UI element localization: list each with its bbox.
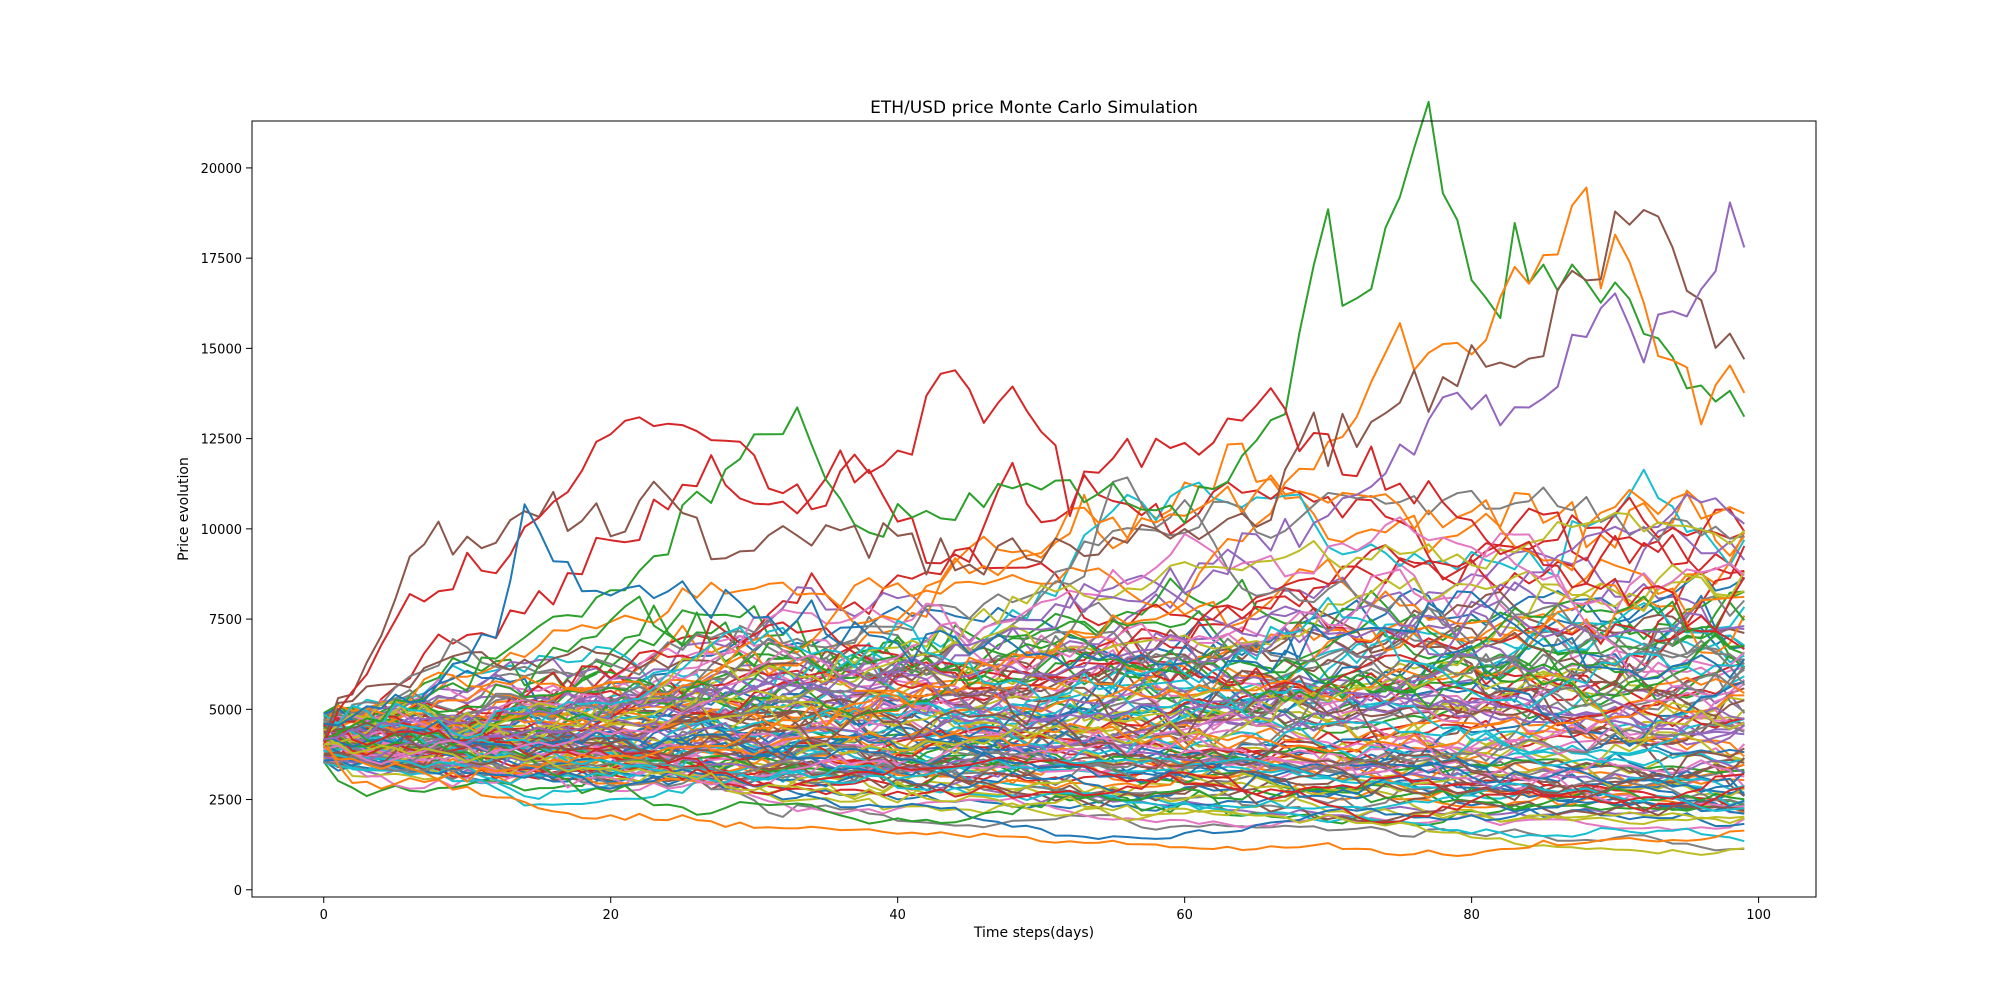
axes-frame — [251, 120, 1817, 898]
series-line-122 — [322, 186, 1746, 790]
y-tick-label: 2500 — [209, 794, 242, 809]
series-line-128 — [322, 744, 1745, 857]
y-tick-label: 15000 — [201, 342, 242, 357]
series-line-111 — [323, 719, 1745, 798]
y-axis-ticks: 0 2500 5000 7500 10000 12500 15000 17500 20000 — [201, 162, 252, 899]
y-tick-label: 20000 — [201, 162, 242, 177]
y-tick-label: 10000 — [201, 523, 242, 538]
x-tick-label: 20 — [602, 908, 619, 923]
x-axis-label: Time steps(days) — [973, 925, 1094, 941]
x-tick-label: 60 — [1176, 908, 1193, 923]
series-line-93 — [323, 634, 1745, 727]
x-axis-ticks: 0 20 40 60 80 100 — [320, 897, 1771, 923]
series-line-121 — [323, 100, 1746, 742]
series-line-127 — [323, 741, 1745, 856]
series-line-110 — [323, 720, 1745, 813]
series-line-74 — [323, 587, 1745, 740]
series-line-67 — [323, 691, 1745, 789]
series-line-125 — [323, 201, 1746, 741]
y-tick-label: 7500 — [209, 613, 242, 628]
series-line-81 — [323, 626, 1745, 770]
y-axis-label: Price evolution — [176, 457, 192, 561]
series-line-123 — [322, 209, 1746, 743]
y-tick-label: 0 — [234, 884, 242, 899]
series-line-107 — [323, 532, 1745, 738]
series-line-126 — [323, 503, 1746, 727]
series-line-43 — [323, 577, 1745, 749]
y-tick-label: 12500 — [201, 433, 242, 448]
series-line-2 — [323, 442, 1746, 740]
x-tick-label: 100 — [1746, 908, 1771, 923]
series-line-115 — [323, 493, 1745, 764]
series-line-102 — [323, 694, 1745, 756]
series-line-120 — [323, 596, 1745, 740]
series-line-103 — [323, 732, 1745, 825]
x-tick-label: 0 — [320, 908, 328, 923]
series-line-89 — [323, 721, 1745, 823]
y-tick-label: 5000 — [209, 703, 242, 718]
series-line-99 — [323, 569, 1745, 751]
series-line-105 — [323, 644, 1745, 745]
series-line-44 — [323, 449, 1745, 759]
series-line-116 — [323, 709, 1745, 801]
series-line-101 — [323, 758, 1745, 840]
series-line-112 — [322, 474, 1745, 726]
series-layer — [322, 100, 1746, 857]
series-line-114 — [323, 716, 1745, 805]
series-line-124 — [322, 369, 1746, 746]
x-tick-label: 80 — [1463, 908, 1480, 923]
y-tick-label: 17500 — [201, 252, 242, 267]
series-line-35 — [323, 525, 1746, 749]
chart-title: ETH/USD price Monte Carlo Simulation — [870, 98, 1198, 118]
series-line-113 — [323, 632, 1745, 749]
series-line-91 — [323, 707, 1745, 815]
series-line-80 — [323, 679, 1745, 762]
series-line-57 — [323, 649, 1745, 753]
x-tick-label: 40 — [889, 908, 906, 923]
series-line-117 — [323, 516, 1745, 766]
